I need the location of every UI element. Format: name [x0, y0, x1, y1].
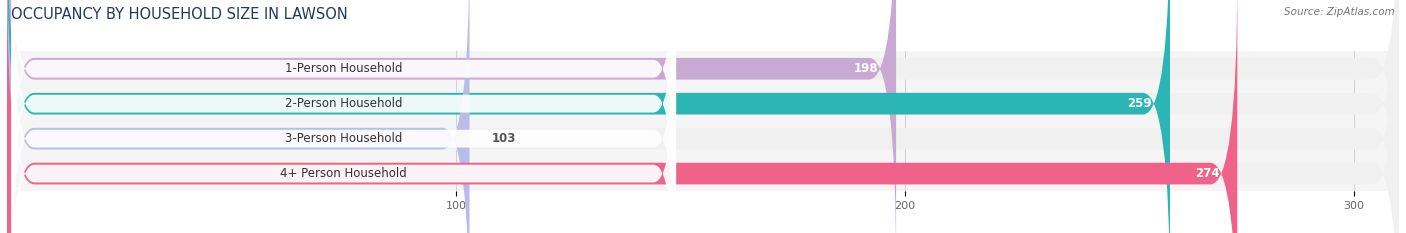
FancyBboxPatch shape	[7, 0, 1399, 233]
Text: 1-Person Household: 1-Person Household	[285, 62, 402, 75]
Text: 2-Person Household: 2-Person Household	[285, 97, 402, 110]
Text: 3-Person Household: 3-Person Household	[285, 132, 402, 145]
Text: 198: 198	[853, 62, 879, 75]
FancyBboxPatch shape	[11, 0, 676, 233]
FancyBboxPatch shape	[7, 0, 1399, 233]
FancyBboxPatch shape	[7, 0, 1399, 233]
FancyBboxPatch shape	[7, 0, 1237, 233]
FancyBboxPatch shape	[7, 0, 470, 233]
Text: 259: 259	[1128, 97, 1152, 110]
FancyBboxPatch shape	[11, 0, 676, 233]
FancyBboxPatch shape	[7, 0, 1170, 233]
Text: 103: 103	[492, 132, 516, 145]
Text: Source: ZipAtlas.com: Source: ZipAtlas.com	[1284, 7, 1395, 17]
FancyBboxPatch shape	[11, 0, 676, 233]
Text: 4+ Person Household: 4+ Person Household	[280, 167, 408, 180]
FancyBboxPatch shape	[11, 8, 676, 233]
FancyBboxPatch shape	[7, 0, 896, 233]
Text: OCCUPANCY BY HOUSEHOLD SIZE IN LAWSON: OCCUPANCY BY HOUSEHOLD SIZE IN LAWSON	[11, 7, 349, 22]
Text: 274: 274	[1195, 167, 1219, 180]
FancyBboxPatch shape	[7, 0, 1399, 233]
